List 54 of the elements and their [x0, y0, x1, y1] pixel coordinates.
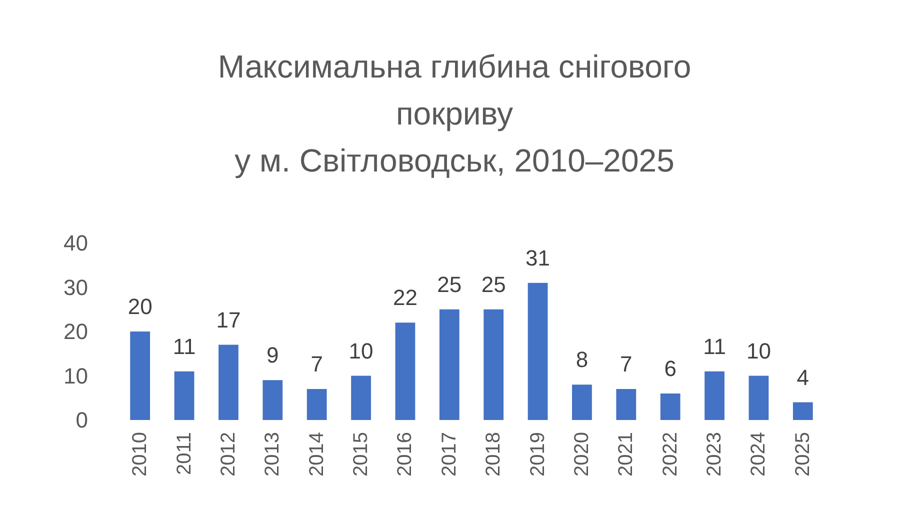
- bar: [130, 332, 150, 420]
- x-tick-label: 2022: [659, 432, 682, 476]
- y-tick-label: 20: [64, 319, 88, 344]
- y-tick-label: 0: [76, 408, 88, 432]
- data-label: 4: [796, 364, 810, 390]
- bar: [748, 376, 769, 420]
- x-tick-label: 2012: [217, 432, 240, 476]
- bar: [306, 389, 327, 420]
- x-tick-label: 2014: [306, 432, 328, 476]
- x-tick-label: 2017: [438, 432, 460, 476]
- bar: [439, 309, 460, 420]
- bar: [262, 380, 283, 420]
- bar: [792, 402, 813, 420]
- x-tick-label: 2021: [615, 432, 638, 476]
- data-label: 10: [348, 338, 374, 364]
- bar: [660, 393, 680, 420]
- x-tick-label: 2011: [173, 432, 196, 476]
- x-tick-label: 2025: [792, 432, 814, 476]
- data-label: 17: [216, 307, 241, 332]
- bar: [395, 322, 416, 420]
- y-tick-label: 10: [64, 363, 88, 388]
- x-tick-label: 2013: [262, 432, 284, 476]
- data-label: 31: [526, 245, 550, 270]
- data-label: 7: [310, 352, 323, 377]
- data-label: 8: [576, 347, 588, 372]
- x-tick-label: 2024: [748, 432, 770, 476]
- data-label: 25: [437, 272, 462, 297]
- data-label: 9: [266, 342, 279, 368]
- bar: [484, 309, 504, 420]
- x-tick-label: 2010: [129, 432, 152, 476]
- bar: [572, 384, 592, 420]
- y-tick-label: 30: [64, 274, 88, 300]
- chart-title: Максимальна глибина снігового покриву у м. Світловодськ, 2010–2025: [218, 48, 692, 178]
- bar: [174, 371, 194, 420]
- bar: [616, 389, 636, 420]
- bar: [218, 344, 238, 420]
- data-label: 25: [481, 272, 506, 297]
- data-label: 10: [746, 338, 771, 364]
- data-label: 6: [664, 356, 676, 381]
- x-tick-label: 2016: [394, 432, 416, 476]
- data-label: 11: [172, 334, 196, 359]
- x-tick-label: 2015: [350, 432, 372, 476]
- data-label: 11: [703, 334, 726, 359]
- x-tick-label: 2020: [570, 432, 593, 476]
- bar: [351, 376, 371, 420]
- y-tick-label: 40: [64, 230, 88, 256]
- data-label: 22: [392, 285, 418, 310]
- bar: [528, 282, 548, 420]
- data-label: 7: [620, 352, 632, 377]
- bar: [704, 371, 724, 420]
- x-tick-label: 2019: [526, 432, 549, 476]
- x-tick-label: 2018: [482, 432, 505, 476]
- data-label: 20: [128, 294, 152, 319]
- x-tick-label: 2023: [704, 432, 726, 476]
